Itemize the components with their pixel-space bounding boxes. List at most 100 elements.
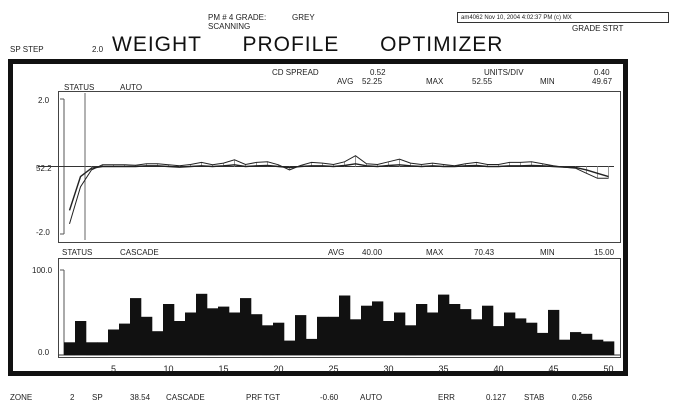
profile-y-mid: 52.2 [36,164,52,173]
cascade-bar [119,323,131,355]
cascade-bar [537,332,549,355]
cascade-bar [284,340,296,355]
cascade-bar [317,316,329,356]
cascade-bar [559,339,571,355]
scan-mode: SCANNING [208,22,251,31]
cascade-bar [482,305,494,355]
grade-start-label: GRADE STRT [572,24,624,33]
cascade-status-label: STATUS [62,248,93,257]
cascade-bar [64,342,76,356]
profile-avg-label: AVG [337,77,354,86]
profile-series-line-1 [69,155,609,225]
stab-label: STAB [524,393,545,402]
pm-grade-label: PM # 4 GRADE: [208,13,267,22]
cascade-bar [218,306,230,355]
cascade-bar [449,304,461,355]
zone-value: 2 [70,393,75,402]
cascade-bar [405,325,417,356]
timestamp-box: am4062 Nov 10, 2004 4:02:37 PM (c) MX [457,12,669,23]
cascade-bar [328,316,340,356]
err-value: 0.127 [486,393,507,402]
cascade-x-tick-label: 35 [438,364,448,374]
cascade-bar [427,312,439,355]
cascade-bar [361,305,373,355]
cascade-bar [152,331,164,355]
cascade-bar [515,318,527,355]
cascade-x-tick-label: 15 [218,364,228,374]
cascade-x-tick-label: 10 [163,364,173,374]
cascade-bar [493,326,505,355]
units-div-label: UNITS/DIV [484,68,524,77]
cascade-max-label: MAX [426,248,444,257]
zone-label: ZONE [10,393,33,402]
cascade-y-bottom: 0.0 [38,348,50,357]
cascade-bar [350,319,362,355]
cascade-max-value: 70.43 [474,248,495,257]
cascade-bar [306,338,318,355]
err-label: ERR [438,393,455,402]
profile-max-label: MAX [426,77,444,86]
sp-step-label: SP STEP [10,45,44,54]
cascade-bar [471,319,483,355]
profile-series-line-2 [68,163,609,211]
cascade-bar [75,321,87,355]
cascade-x-tick-label: 40 [493,364,503,374]
cascade-bar [97,342,109,356]
cascade-x-tick-label: 50 [603,364,613,374]
cascade-bar [504,312,516,355]
cascade-bar [394,312,406,355]
profile-status-label: STATUS [64,83,95,92]
cascade-bar [207,308,219,356]
cascade-bar [163,304,175,355]
cascade-bar [240,298,252,355]
prf-tgt-value: -0.60 [320,393,339,402]
cascade-bar [141,316,153,356]
cascade-bar [592,339,604,355]
cd-spread-label: CD SPREAD [272,68,319,77]
cascade-bar [108,329,120,355]
cascade-bar [174,321,186,355]
cascade-min-value: 15.00 [594,248,615,257]
cascade-x-tick-label: 45 [548,364,558,374]
profile-min-value: 49.67 [592,77,613,86]
cascade-bar [86,342,98,356]
cascade-y-top: 100.0 [32,266,53,275]
cascade-bar [548,309,560,355]
cascade-bar [251,314,263,355]
cascade-mode-label: CASCADE [166,393,205,402]
sp-label: SP [92,393,103,402]
cascade-bar [130,298,142,355]
cascade-x-tick-label: 20 [273,364,283,374]
cascade-bar [262,325,274,356]
profile-avg-value: 52.25 [362,77,383,86]
optimizer-frame [8,59,628,376]
cascade-bar [460,309,472,355]
cascade-bar [581,333,593,356]
cascade-x-tick-label: 25 [328,364,338,374]
cascade-bar [526,322,538,355]
cascade-status-value: CASCADE [120,248,159,257]
profile-status-value: AUTO [120,83,143,92]
cascade-bar [383,321,395,355]
page-title: WEIGHT PROFILE OPTIMIZER [112,33,504,56]
cascade-bar [603,341,615,355]
grade-value: GREY [292,13,315,22]
stab-value: 0.256 [572,393,593,402]
cascade-bar [273,322,285,355]
cascade-x-tick-label: 30 [383,364,393,374]
cascade-bar [185,312,197,355]
profile-y-top: 2.0 [38,96,50,105]
sp-step-value: 2.0 [92,45,104,54]
cascade-bar [372,301,384,355]
cascade-min-label: MIN [540,248,555,257]
cascade-avg-label: AVG [328,248,345,257]
profile-max-value: 52.55 [472,77,493,86]
prf-tgt-label: PRF TGT [246,393,281,402]
cascade-bar [570,332,582,355]
units-div-value: 0.40 [594,68,610,77]
cd-spread-value: 0.52 [370,68,386,77]
cascade-bar [196,293,208,355]
cascade-avg-value: 40.00 [362,248,383,257]
cascade-x-tick-label: 5 [111,364,116,374]
